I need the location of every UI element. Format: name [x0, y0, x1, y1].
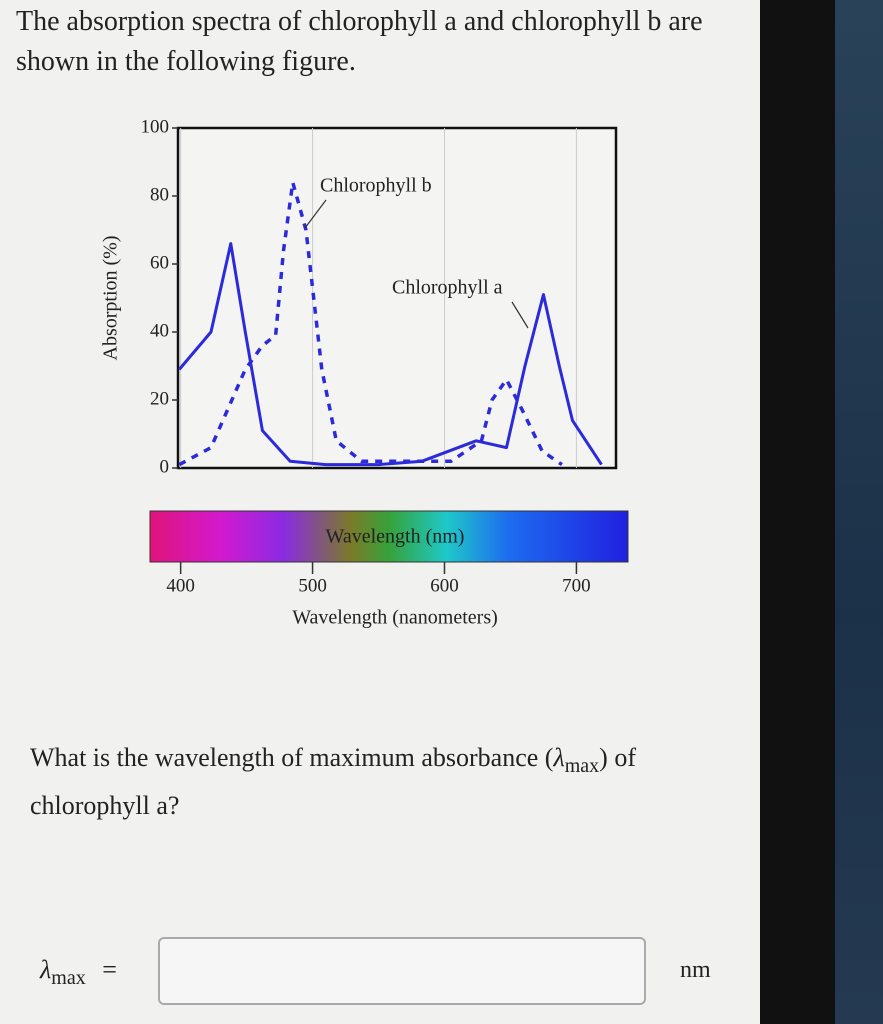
answer-input[interactable] — [158, 937, 646, 1005]
subscript: max — [51, 967, 86, 990]
x-tick-label: 500 — [298, 575, 327, 596]
question-text: What is the wavelength of maximum absorb… — [30, 738, 730, 826]
annotation-leader — [304, 199, 327, 229]
x-tick-label: 700 — [562, 575, 591, 596]
y-tick-label: 40 — [150, 320, 169, 341]
equals: = — [102, 955, 117, 984]
x-tick-label: 600 — [430, 575, 459, 596]
intro-text: The absorption spectra of chlorophyll a … — [16, 6, 703, 77]
x-axis-label: Wavelength (nanometers) — [292, 607, 498, 629]
y-tick-label: 80 — [150, 184, 169, 205]
y-tick-label: 20 — [150, 388, 169, 409]
bezel — [760, 0, 835, 1024]
series-annotation: Chlorophyll a — [392, 277, 503, 299]
y-axis-label: Absorption (%) — [100, 236, 122, 361]
unit: nm — [680, 957, 711, 983]
subscript: max — [564, 755, 600, 778]
answer-label: λmax = — [40, 950, 117, 998]
question-before: What is the wavelength of maximum absorb… — [30, 743, 554, 772]
lambda: λ — [40, 955, 52, 984]
y-tick-label: 100 — [141, 116, 170, 137]
series-line — [178, 180, 563, 467]
spectrum-bar — [149, 510, 629, 563]
background — [835, 0, 883, 1024]
series-line — [178, 242, 603, 467]
question-page: The absorption spectra of chlorophyll a … — [0, 0, 760, 1024]
y-tick-label: 60 — [150, 252, 169, 273]
annotation-leader — [511, 301, 529, 329]
x-tick-label: 400 — [166, 575, 195, 596]
chart: Wavelength (nm) Wavelength (nanometers) … — [100, 116, 629, 629]
question-after: ) of chlorophyll a? — [30, 743, 636, 821]
spectrum-label: Wavelength (nm) — [326, 526, 465, 548]
y-tick-label: 0 — [160, 456, 170, 477]
series-annotation: Chlorophyll b — [320, 175, 432, 197]
lambda: λ — [553, 743, 565, 772]
